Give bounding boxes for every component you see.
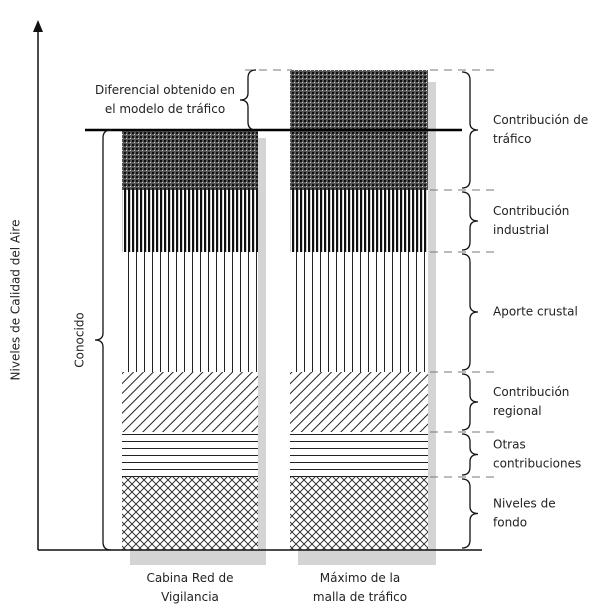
bar-segment (290, 130, 428, 190)
axis-arrow (33, 20, 43, 32)
component-label: tráfico (493, 132, 532, 146)
column-label: Vigilancia (161, 590, 219, 604)
bar-segment (290, 432, 428, 477)
component-label: contribuciones (493, 457, 581, 471)
brace (461, 433, 479, 476)
bar-segment (290, 372, 428, 432)
brace (461, 71, 479, 189)
component-label: Contribución (493, 204, 569, 218)
component-label: Niveles de (493, 497, 556, 511)
component-label: industrial (493, 223, 549, 237)
bar-segment (122, 432, 258, 477)
column-label: Máximo de la (320, 571, 401, 585)
bar-segment (290, 190, 428, 252)
component-label: fondo (493, 516, 527, 530)
bar-segment (122, 190, 258, 252)
diagram-layer: Niveles de Calidad del Aire Cabina Red de… (9, 20, 588, 604)
annotation: el modelo de tráfico (105, 102, 225, 116)
brace (239, 69, 257, 131)
bar-segment (290, 477, 428, 550)
column-label: Cabina Red de (146, 571, 233, 585)
brace (461, 373, 479, 431)
y-axis-label: Niveles de Calidad del Aire (9, 220, 23, 381)
bar-segment (122, 477, 258, 550)
brace (461, 253, 479, 371)
brace (94, 129, 112, 551)
bar-segment (290, 252, 428, 372)
bar-segment (122, 130, 258, 190)
component-label: Otras (493, 438, 526, 452)
column-label: malla de tráfico (313, 590, 407, 604)
brace (461, 478, 479, 549)
component-label: regional (493, 404, 542, 418)
component-label: Contribución (493, 385, 569, 399)
annotation: Diferencial obtenido en (95, 83, 235, 97)
brace (461, 191, 479, 251)
annotation: Conocido (73, 312, 87, 368)
bar-segment (122, 372, 258, 432)
bar-segment (122, 252, 258, 372)
component-label: Contribución de (493, 113, 588, 127)
bar-segment (290, 70, 428, 130)
component-label: Aporte crustal (493, 305, 578, 319)
